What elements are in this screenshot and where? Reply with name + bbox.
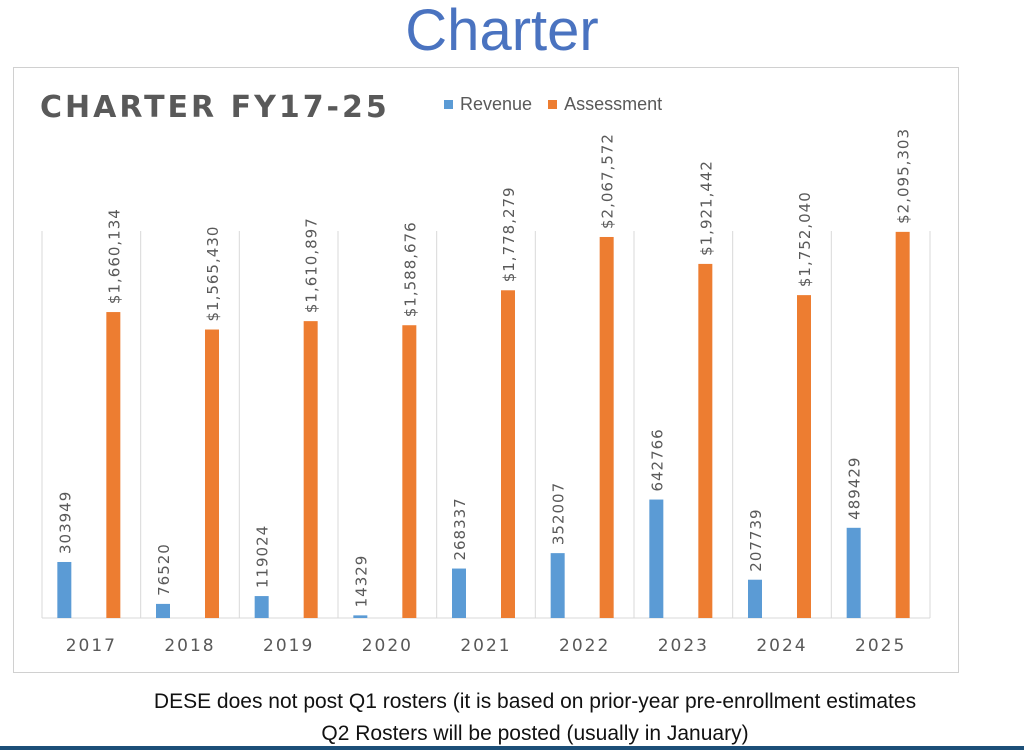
revenue-bar xyxy=(156,603,170,618)
assessment-bar xyxy=(501,290,515,618)
assessment-bar xyxy=(205,329,219,618)
assessment-bar xyxy=(797,295,811,618)
assessment-bar xyxy=(402,325,417,618)
revenue-bar xyxy=(748,579,762,618)
data-label: 303949 xyxy=(56,491,74,554)
data-label: $1,565,430 xyxy=(204,226,222,322)
assessment-bar xyxy=(895,231,910,618)
footer-note-line2: Q2 Rosters will be posted (usually in Ja… xyxy=(321,722,749,745)
footer-note-line1: DESE does not post Q1 rosters (it is bas… xyxy=(153,690,917,713)
legend-swatch-revenue xyxy=(444,100,453,109)
chart-legend: Revenue Assessment xyxy=(444,94,678,115)
data-label: 489429 xyxy=(846,457,864,520)
revenue-bar xyxy=(649,499,664,618)
data-label: 207739 xyxy=(747,508,765,571)
x-tick-label: 2019 xyxy=(263,636,314,656)
legend-swatch-assessment xyxy=(548,100,558,109)
data-label: 268337 xyxy=(451,497,469,560)
assessment-bar xyxy=(303,321,318,618)
x-tick-label: 2021 xyxy=(460,636,511,656)
revenue-bar xyxy=(353,615,368,618)
data-label: $1,588,676 xyxy=(401,221,419,317)
assessment-bar xyxy=(106,312,121,618)
data-label: 76520 xyxy=(155,543,173,596)
data-label: $1,778,279 xyxy=(500,186,518,282)
data-label: 119024 xyxy=(254,525,272,588)
assessment-bar xyxy=(599,236,614,618)
chart-title: CHARTER FY17-25 xyxy=(40,90,390,125)
legend-item-assessment: Assessment xyxy=(548,94,662,115)
data-label: $1,610,897 xyxy=(303,217,321,313)
revenue-bar xyxy=(550,553,565,618)
x-tick-label: 2022 xyxy=(559,636,610,656)
revenue-bar xyxy=(254,596,269,618)
data-label: $2,067,572 xyxy=(599,133,617,229)
data-label: 352007 xyxy=(550,482,568,545)
data-label: $1,921,442 xyxy=(697,160,715,256)
data-label: $1,752,040 xyxy=(796,191,814,287)
legend-label-revenue: Revenue xyxy=(460,94,533,114)
revenue-bar xyxy=(57,561,72,618)
bottom-accent-bar xyxy=(0,746,1024,750)
data-label: $2,095,303 xyxy=(895,128,913,224)
x-tick-label: 2017 xyxy=(66,636,117,656)
revenue-bar xyxy=(452,568,466,618)
legend-label-assessment: Assessment xyxy=(564,94,663,114)
chart-frame: CHARTER FY17-25 Revenue Assessment 2017 3… xyxy=(13,67,959,673)
chart-plot: 2017 303949 $1,660,134 2018 76520 $1,565,430 2… xyxy=(41,128,931,656)
legend-item-revenue: Revenue xyxy=(444,94,532,115)
revenue-bar xyxy=(846,527,861,618)
data-label: $1,660,134 xyxy=(105,208,123,304)
x-tick-label: 2018 xyxy=(164,636,215,656)
x-tick-label: 2024 xyxy=(756,636,807,656)
data-label: 14329 xyxy=(352,555,370,608)
slide-title: Charter xyxy=(405,0,599,63)
x-tick-label: 2025 xyxy=(855,636,906,656)
assessment-bar xyxy=(698,263,713,618)
data-label: 642766 xyxy=(648,428,666,491)
x-tick-label: 2023 xyxy=(658,636,709,656)
x-tick-label: 2020 xyxy=(362,636,413,656)
